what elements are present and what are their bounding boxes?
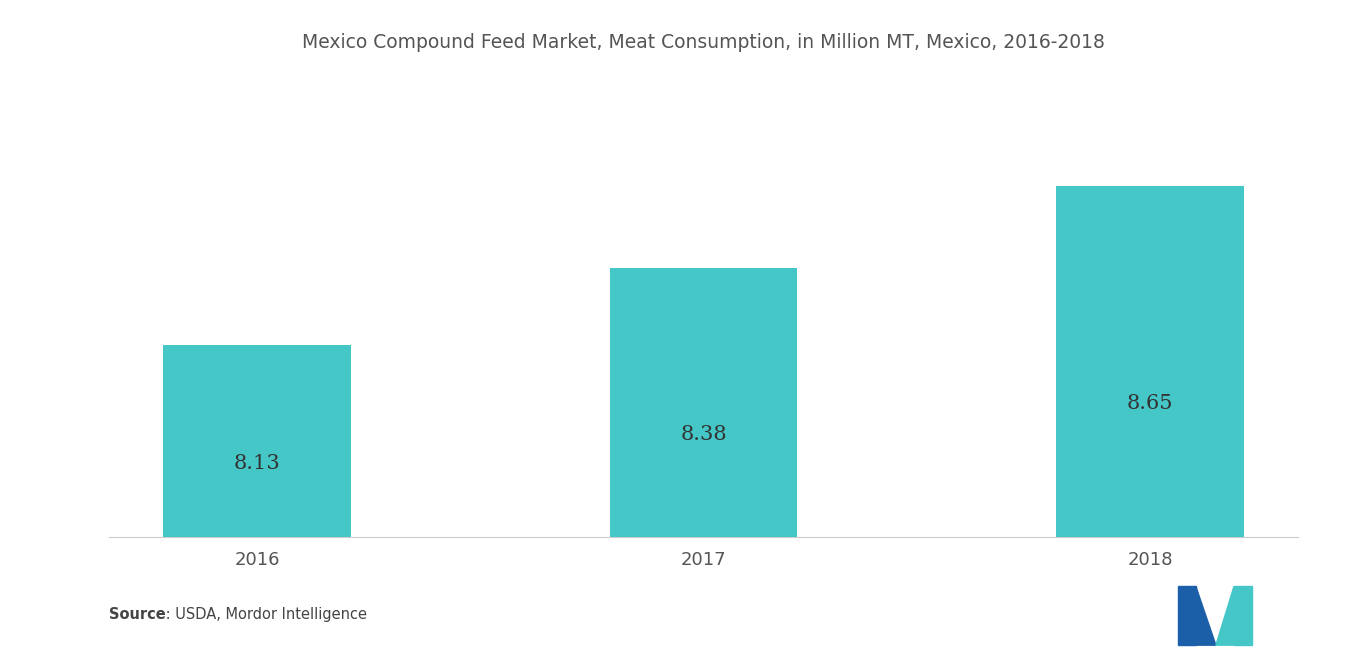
Text: 8.38: 8.38 xyxy=(680,425,727,444)
Bar xyxy=(1056,185,1243,537)
Title: Mexico Compound Feed Market, Meat Consumption, in Million MT, Mexico, 2016-2018: Mexico Compound Feed Market, Meat Consum… xyxy=(302,33,1105,52)
Text: Source: Source xyxy=(109,607,167,622)
Polygon shape xyxy=(1177,586,1195,645)
Text: : USDA, Mordor Intelligence: : USDA, Mordor Intelligence xyxy=(161,607,367,622)
Bar xyxy=(609,268,798,537)
Text: 8.13: 8.13 xyxy=(234,455,280,474)
Bar xyxy=(164,345,351,537)
Text: 8.65: 8.65 xyxy=(1127,394,1173,413)
Polygon shape xyxy=(1195,586,1216,645)
Polygon shape xyxy=(1233,586,1253,645)
Polygon shape xyxy=(1216,586,1233,645)
